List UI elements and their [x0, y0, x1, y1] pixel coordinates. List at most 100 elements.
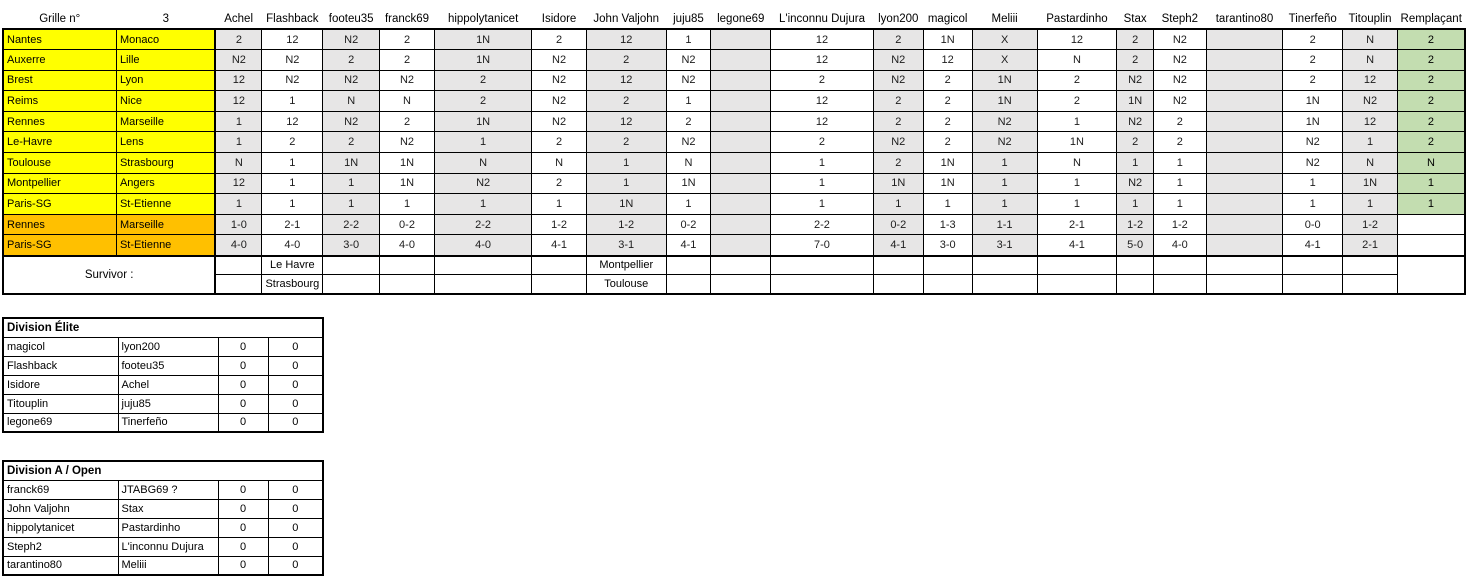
prediction-cell[interactable]: 1N	[1116, 90, 1155, 112]
prediction-cell[interactable]: N2	[1282, 131, 1344, 154]
survivor-cell[interactable]	[922, 255, 973, 276]
division-score-cell[interactable]: 0	[217, 355, 269, 376]
prediction-cell[interactable]: 1	[322, 193, 381, 215]
replacement-cell[interactable]	[1396, 213, 1466, 236]
prediction-cell[interactable]: N2	[1153, 49, 1207, 71]
prediction-cell[interactable]: 1	[1036, 110, 1118, 133]
survivor-cell[interactable]	[665, 255, 712, 276]
prediction-cell[interactable]: N2	[665, 69, 712, 92]
prediction-cell[interactable]: 1	[1282, 172, 1344, 195]
replacement-cell[interactable]: 2	[1396, 131, 1466, 154]
prediction-cell[interactable]: N	[531, 152, 587, 174]
prediction-cell[interactable]: 2	[922, 69, 973, 92]
prediction-cell[interactable]: N	[1342, 49, 1398, 71]
prediction-cell[interactable]: 1	[1282, 193, 1344, 215]
prediction-cell[interactable]: 2	[379, 28, 435, 51]
prediction-cell[interactable]: 1N	[872, 172, 924, 195]
score-cell[interactable]: 3-0	[322, 234, 381, 257]
prediction-cell[interactable]	[1205, 152, 1284, 174]
score-cell[interactable]: 4-1	[531, 234, 587, 257]
division-score-cell[interactable]: 0	[217, 479, 269, 500]
prediction-cell[interactable]: N2	[1153, 69, 1207, 92]
score-cell[interactable]: 1-2	[1342, 213, 1398, 236]
replacement-cell[interactable]: 2	[1396, 110, 1466, 133]
division-score-cell[interactable]: 0	[267, 393, 324, 414]
score-cell[interactable]: 2-2	[322, 213, 381, 236]
prediction-cell[interactable]	[710, 193, 772, 215]
survivor-cell[interactable]	[531, 274, 587, 295]
division-score-cell[interactable]: 0	[267, 374, 324, 395]
prediction-cell[interactable]: 1N	[433, 49, 533, 71]
prediction-cell[interactable]: 2	[872, 152, 924, 174]
prediction-cell[interactable]: 2	[1116, 131, 1155, 154]
prediction-cell[interactable]: 1	[665, 90, 712, 112]
score-cell[interactable]: 1-2	[1153, 213, 1207, 236]
score-cell[interactable]: 3-0	[922, 234, 973, 257]
division-score-cell[interactable]: 0	[267, 336, 324, 357]
survivor-cell[interactable]	[531, 255, 587, 276]
survivor-cell[interactable]	[665, 274, 712, 295]
prediction-cell[interactable]: N2	[531, 90, 587, 112]
score-cell[interactable]: 7-0	[770, 234, 874, 257]
score-cell[interactable]: 4-1	[1036, 234, 1118, 257]
prediction-cell[interactable]: N2	[322, 28, 381, 51]
score-cell[interactable]: 4-0	[1153, 234, 1207, 257]
survivor-cell[interactable]	[710, 255, 772, 276]
prediction-cell[interactable]	[710, 110, 772, 133]
division-score-cell[interactable]: 0	[217, 336, 269, 357]
prediction-cell[interactable]: 1	[531, 193, 587, 215]
prediction-cell[interactable]: N	[1342, 28, 1398, 51]
score-cell[interactable]: 0-2	[379, 213, 435, 236]
prediction-cell[interactable]: N2	[1153, 90, 1207, 112]
division-score-cell[interactable]: 0	[217, 393, 269, 414]
prediction-cell[interactable]: 12	[1342, 69, 1398, 92]
prediction-cell[interactable]: 1N	[922, 28, 973, 51]
survivor-cell[interactable]: Strasbourg	[261, 274, 324, 295]
prediction-cell[interactable]: N	[214, 152, 263, 174]
prediction-cell[interactable]: 2	[872, 90, 924, 112]
prediction-cell[interactable]: 2	[1282, 28, 1344, 51]
score-cell[interactable]: 4-0	[214, 234, 263, 257]
prediction-cell[interactable]	[1205, 69, 1284, 92]
prediction-cell[interactable]: N2	[872, 131, 924, 154]
replacement-cell[interactable]: 2	[1396, 28, 1466, 51]
prediction-cell[interactable]: 2	[872, 28, 924, 51]
prediction-cell[interactable]: N2	[1342, 90, 1398, 112]
prediction-cell[interactable]: 2	[1282, 49, 1344, 71]
prediction-cell[interactable]: N2	[214, 49, 263, 71]
prediction-cell[interactable]: 2	[585, 131, 667, 154]
prediction-cell[interactable]: 2	[585, 49, 667, 71]
prediction-cell[interactable]: 1	[1116, 193, 1155, 215]
score-cell[interactable]: 1-3	[922, 213, 973, 236]
prediction-cell[interactable]: 12	[770, 49, 874, 71]
division-score-cell[interactable]: 0	[267, 412, 324, 433]
prediction-cell[interactable]: 2	[770, 131, 874, 154]
survivor-cell[interactable]	[322, 274, 381, 295]
replacement-cell[interactable]	[1396, 234, 1466, 257]
prediction-cell[interactable]: 12	[770, 28, 874, 51]
prediction-cell[interactable]: 1N	[1036, 131, 1118, 154]
prediction-cell[interactable]: N2	[1282, 152, 1344, 174]
prediction-cell[interactable]: 1	[770, 172, 874, 195]
prediction-cell[interactable]: 2	[261, 131, 324, 154]
score-cell[interactable]: 4-0	[379, 234, 435, 257]
prediction-cell[interactable]: 1N	[922, 172, 973, 195]
prediction-cell[interactable]: 2	[922, 110, 973, 133]
survivor-cell[interactable]: Toulouse	[585, 274, 667, 295]
survivor-cell[interactable]	[214, 255, 263, 276]
replacement-cell[interactable]: 2	[1396, 90, 1466, 112]
prediction-cell[interactable]: 2	[214, 28, 263, 51]
score-cell[interactable]	[710, 234, 772, 257]
survivor-cell[interactable]	[433, 255, 533, 276]
prediction-cell[interactable]: 12	[770, 110, 874, 133]
survivor-cell[interactable]	[1205, 255, 1284, 276]
prediction-cell[interactable]: 1N	[322, 152, 381, 174]
prediction-cell[interactable]: 2	[433, 69, 533, 92]
prediction-cell[interactable]	[710, 49, 772, 71]
score-cell[interactable]: 2-1	[1342, 234, 1398, 257]
survivor-cell[interactable]	[1036, 274, 1118, 295]
prediction-cell[interactable]	[710, 69, 772, 92]
prediction-cell[interactable]: N	[665, 152, 712, 174]
prediction-cell[interactable]: 1	[261, 193, 324, 215]
survivor-cell[interactable]	[1153, 255, 1207, 276]
